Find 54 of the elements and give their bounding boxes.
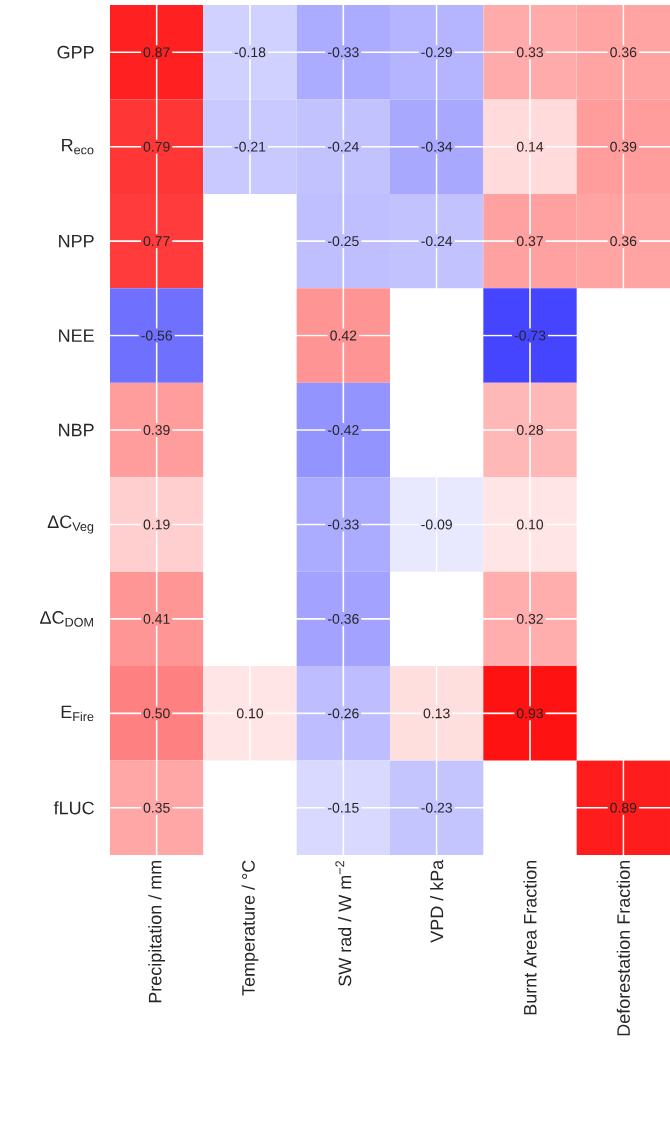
data-label: -0.24: [327, 141, 359, 152]
x-tick-label: Deforestation Fraction: [616, 860, 630, 1036]
data-label: 0.89: [610, 802, 637, 813]
data-label: -0.34: [421, 141, 453, 152]
y-tick-label: fLUC: [53, 801, 94, 815]
data-label: -0.26: [327, 708, 359, 719]
x-tick-label: Precipitation / mm: [148, 860, 165, 1003]
data-label: 0.32: [516, 613, 543, 624]
data-label: -0.25: [327, 236, 359, 247]
x-tick-label: Burnt Area Fraction: [523, 860, 537, 1015]
data-label: 0.79: [143, 141, 170, 152]
data-label: 0.33: [516, 47, 543, 58]
y-tick-label: ΔC$_{Veg}$: [47, 515, 94, 534]
data-label: 0.39: [610, 141, 637, 152]
data-label: 0.13: [423, 708, 450, 719]
data-label: 0.93: [516, 708, 543, 719]
data-label: -0.09: [421, 519, 452, 530]
data-label: 0.19: [143, 519, 170, 530]
data-label: -0.15: [327, 802, 359, 813]
y-tick-label: GPP: [57, 45, 94, 59]
x-tick-label: VPD / kPa: [429, 859, 444, 943]
data-label: 0.42: [330, 330, 357, 341]
data-label: -0.23: [421, 802, 452, 813]
data-label: 0.28: [516, 425, 543, 435]
data-label: 0.10: [516, 519, 544, 530]
data-label: -0.33: [327, 519, 359, 530]
data-label: 0.77: [143, 236, 170, 247]
data-label: 0.14: [516, 141, 544, 152]
data-label: 0.35: [143, 802, 170, 813]
data-label: -0.18: [234, 47, 266, 58]
data-label: -0.24: [421, 236, 453, 247]
data-label: 0.50: [143, 708, 170, 719]
data-label: -0.56: [141, 330, 172, 341]
data-label: -0.29: [421, 47, 452, 58]
y-tick-label: R$_{eco}$: [62, 138, 94, 155]
data-label: 0.36: [610, 47, 637, 58]
data-label: -0.73: [514, 330, 546, 341]
data-label: 0.10: [236, 708, 264, 719]
data-label: -0.36: [327, 613, 359, 624]
y-tick-label: NPP: [59, 234, 94, 248]
x-tick-label: Temperature / °C: [241, 860, 259, 996]
y-tick-label: NEE: [59, 329, 94, 342]
data-label: -0.33: [327, 47, 359, 58]
data-label: 0.37: [516, 236, 543, 247]
y-tick-label: E$_{Fire}$: [61, 705, 94, 722]
data-label: 0.36: [610, 236, 637, 247]
data-label: -0.21: [234, 141, 266, 152]
data-label: -0.42: [327, 425, 359, 435]
data-label: 0.39: [143, 425, 170, 435]
y-tick-label: NBP: [59, 423, 94, 437]
y-tick-label: ΔC$_{DOM}$: [40, 611, 93, 627]
data-label: 0.87: [143, 47, 170, 58]
x-tick-label: SW rad / W m$^{−2}$: [335, 861, 352, 986]
data-label: 0.41: [143, 613, 170, 624]
